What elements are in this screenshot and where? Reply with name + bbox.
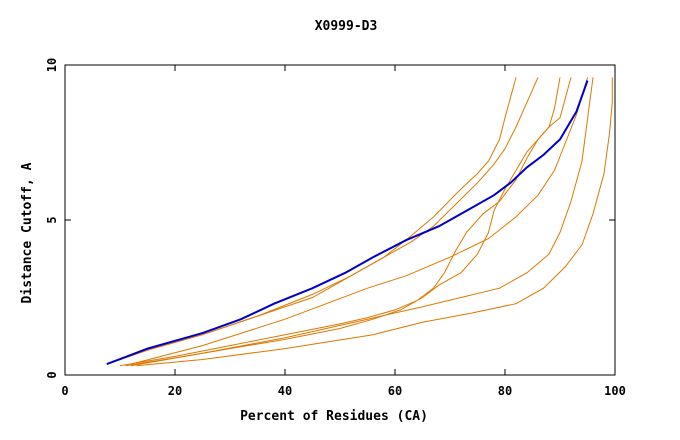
y-tick-label: 10: [45, 58, 59, 72]
x-tick-label: 80: [498, 384, 512, 398]
x-axis-label: Percent of Residues (CA): [240, 409, 428, 424]
series-layer: [106, 77, 613, 367]
chart-title: X0999-D3: [315, 19, 378, 34]
series-line-3: [119, 77, 572, 367]
tick-layer: 0 20 40 60 80 100 0 5 10: [45, 58, 626, 398]
x-tick-label: 60: [388, 384, 402, 398]
x-tick-label: 0: [61, 384, 68, 398]
y-axis-label: Distance Cutoff, A: [20, 162, 35, 303]
x-tick-label: 20: [168, 384, 182, 398]
series-line-1: [106, 77, 517, 365]
series-line-2: [106, 77, 539, 365]
series-line-5: [130, 77, 588, 365]
highlight-series-line: [106, 80, 589, 366]
series-line-4: [125, 77, 561, 367]
series-line-6: [130, 77, 594, 367]
series-line-7: [136, 77, 613, 367]
highlight-layer: [106, 80, 589, 366]
y-tick-label: 5: [45, 216, 59, 223]
x-tick-label: 40: [278, 384, 292, 398]
y-tick-label: 0: [45, 371, 59, 378]
x-tick-label: 100: [604, 384, 626, 398]
